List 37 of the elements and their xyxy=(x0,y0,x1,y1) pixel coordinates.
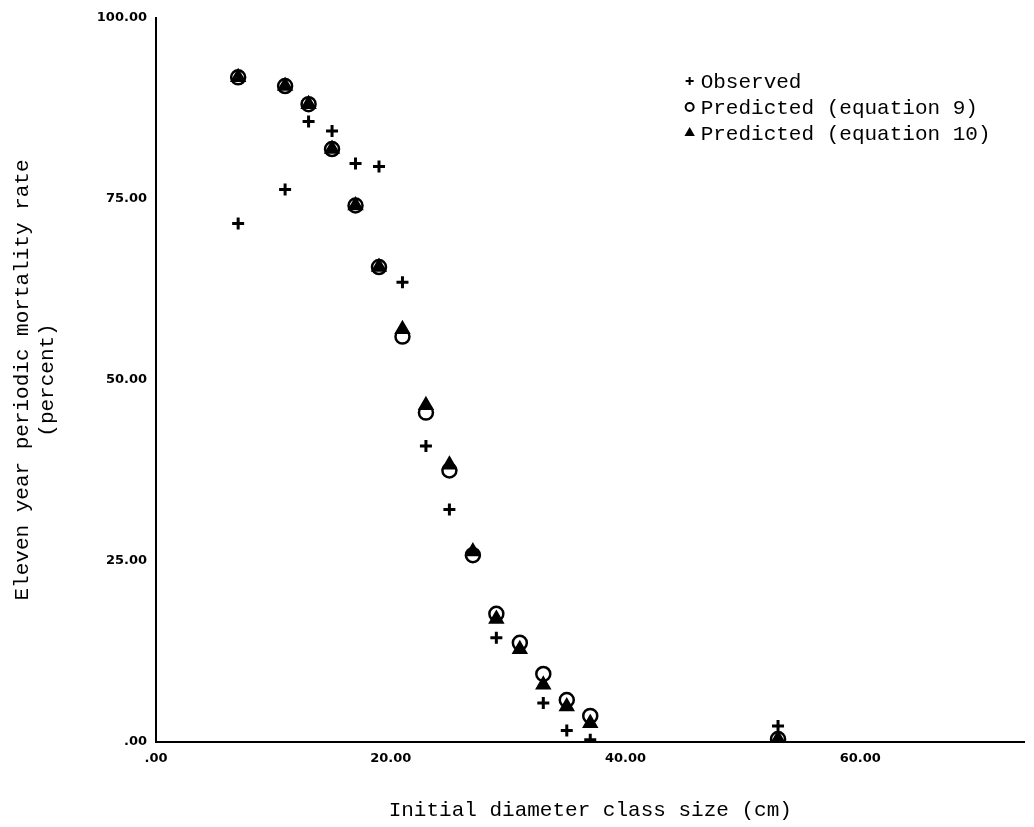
x-tick-label: .00 xyxy=(144,750,168,766)
y-tick-label: 75.00 xyxy=(105,190,147,206)
point xyxy=(348,156,364,172)
point xyxy=(511,634,529,652)
point xyxy=(441,462,458,479)
legend-label: Observed xyxy=(700,70,802,94)
legend-label: Predicted (equation 10) xyxy=(700,122,991,146)
point xyxy=(371,158,387,174)
x-axis-title: Initial diameter class size (cm) xyxy=(388,798,792,822)
point xyxy=(277,182,293,198)
point xyxy=(276,77,294,95)
point xyxy=(370,258,388,276)
point xyxy=(559,722,575,738)
y-tick-label: 25.00 xyxy=(105,552,147,568)
point xyxy=(230,216,246,232)
point xyxy=(324,123,340,139)
point xyxy=(464,546,482,564)
point xyxy=(418,438,434,454)
y-tick-label: 50.00 xyxy=(105,371,147,387)
point xyxy=(394,328,411,345)
point xyxy=(558,691,576,709)
point xyxy=(441,502,457,518)
x-tick-label: 60.00 xyxy=(839,750,881,766)
y-tick-label: .00 xyxy=(123,733,147,749)
point xyxy=(535,695,551,711)
x-tick-label: 40.00 xyxy=(604,750,647,766)
point xyxy=(394,274,410,290)
legend-label: Predicted (equation 9) xyxy=(700,96,978,120)
point xyxy=(301,114,317,130)
point xyxy=(582,707,599,725)
y-tick-label: 100.00 xyxy=(96,9,147,25)
point xyxy=(488,630,504,646)
x-tick-label: 20.00 xyxy=(370,750,412,766)
point xyxy=(323,140,341,158)
y-axis-title: Eleven year periodic mortality rate (percent) xyxy=(11,159,60,601)
point xyxy=(300,95,317,113)
point xyxy=(535,665,552,683)
